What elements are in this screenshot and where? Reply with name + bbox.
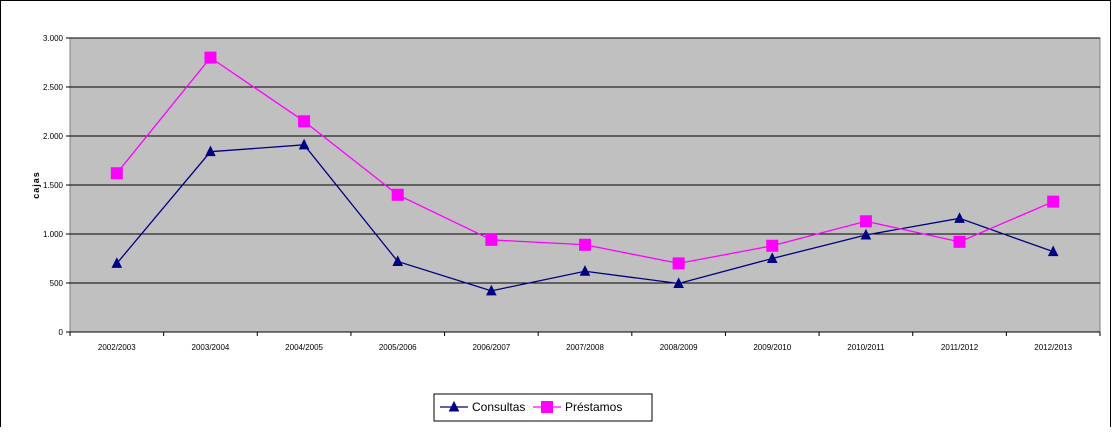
x-tick-label: 2009/2010 [753, 343, 791, 352]
x-tick-label: 2012/2013 [1034, 343, 1072, 352]
legend-label: Consultas [472, 400, 525, 414]
x-tick-label: 2011/2012 [941, 343, 979, 352]
data-point [953, 235, 966, 248]
y-tick-label: 1.000 [43, 230, 64, 239]
y-tick-label: 500 [50, 279, 64, 288]
series-1 [110, 51, 1060, 270]
data-point [298, 115, 311, 128]
data-point [111, 257, 123, 268]
x-tick-label: 2005/2006 [379, 343, 417, 352]
data-point [673, 277, 684, 288]
data-point [766, 239, 779, 252]
data-point [110, 167, 123, 180]
x-tick-label: 2002/2003 [98, 343, 136, 352]
legend-label: Préstamos [565, 400, 622, 414]
data-point [204, 51, 217, 64]
data-point [486, 284, 497, 296]
series-group [110, 51, 1060, 296]
y-tick-label: 2.500 [43, 83, 64, 92]
legend-items: Consultas Préstamos [440, 400, 622, 414]
legend-marker [541, 401, 553, 413]
x-tick-label: 2003/2004 [192, 343, 230, 352]
legend: Consultas Préstamos [433, 393, 653, 422]
data-point [766, 252, 778, 263]
data-point [579, 265, 591, 276]
series-0 [111, 138, 1059, 296]
x-tick-label: 2010/2011 [847, 343, 885, 352]
data-point [954, 212, 965, 223]
x-tick-label: 2008/2009 [660, 343, 698, 352]
y-axis-label: cajas [31, 171, 41, 199]
data-point [859, 215, 872, 228]
data-point [1047, 195, 1060, 208]
y-tick-label: 3.000 [43, 34, 64, 43]
data-point [391, 188, 404, 201]
data-point [485, 233, 498, 246]
x-tick-label: 2006/2007 [472, 343, 510, 352]
data-point [205, 145, 216, 157]
x-tick-label: 2004/2005 [285, 343, 323, 352]
data-point [392, 255, 404, 266]
x-tick-label: 2007/2008 [566, 343, 604, 352]
data-point [579, 238, 591, 251]
x-axis-ticks: 2002/2003 2003/2004 2004/2005 2005/2006 2006… [69, 331, 1101, 352]
data-point [298, 138, 310, 150]
data-point [860, 228, 872, 240]
y-tick-label: 0 [59, 328, 64, 337]
y-tick-label: 2.000 [43, 132, 64, 141]
grid-lines [70, 37, 1100, 284]
legend-marker [448, 400, 460, 412]
y-axis-ticks: 0 500 1.000 1.500 2.000 2.500 3.000 [43, 34, 70, 337]
data-point [672, 257, 685, 270]
data-point [1047, 245, 1059, 257]
y-tick-label: 1.500 [43, 181, 64, 190]
